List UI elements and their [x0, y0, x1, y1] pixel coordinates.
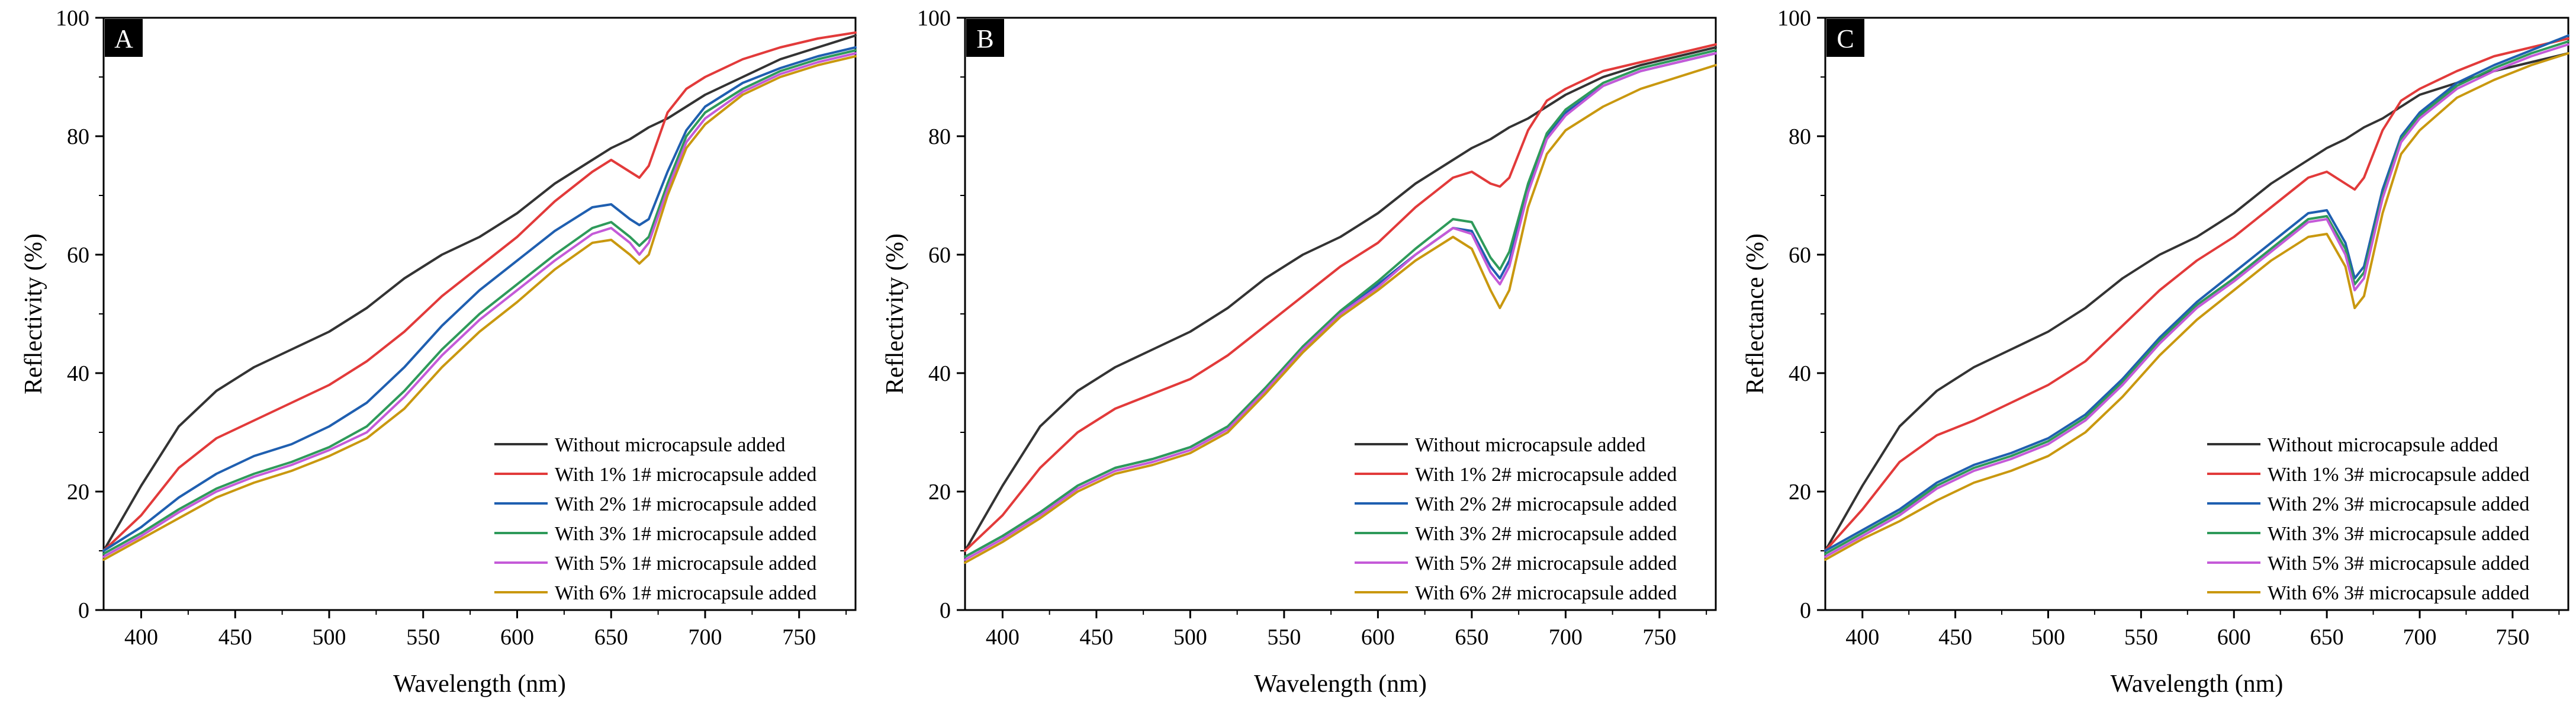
- series-line-1: [1824, 37, 2569, 552]
- x-tick-label: 750: [2495, 625, 2529, 650]
- x-tick-label: 450: [1938, 625, 1972, 650]
- x-tick-label: 450: [218, 625, 252, 650]
- legend-label-3: With 3% 3# microcapsule added: [2268, 523, 2529, 545]
- series-line-4: [1824, 43, 2569, 558]
- series-line-4: [964, 52, 1717, 561]
- x-tick-label: 550: [2124, 625, 2158, 650]
- y-tick-label: 20: [1789, 480, 1811, 505]
- x-tick-label: 700: [1549, 625, 1583, 650]
- y-tick-label: 0: [78, 598, 89, 623]
- legend-label-5: With 6% 2# microcapsule added: [1415, 582, 1677, 604]
- series-line-4: [102, 52, 857, 558]
- x-tick-label: 550: [406, 625, 440, 650]
- panel-tag-label: A: [114, 24, 133, 53]
- y-axis-title: Reflectance (%): [1742, 233, 1769, 394]
- chart-panel-c: 400 450 500 550 600 650 700 750 0 20 40 60 80 100 Wave…: [1742, 6, 2569, 698]
- legend-label-4: With 5% 3# microcapsule added: [2268, 553, 2529, 574]
- chart-panel-b: 400 450 500 550 600 650 700 750 0 20 40 60 80 100 Wave…: [882, 6, 1717, 698]
- x-tick-label: 700: [2403, 625, 2437, 650]
- panel-tag-box: [966, 19, 1004, 57]
- series-line-5: [964, 64, 1717, 564]
- series-line-1: [102, 31, 857, 552]
- x-axis-title: Wavelength (nm): [393, 670, 566, 698]
- panel-tag-label: C: [1837, 24, 1854, 53]
- legend-label-5: With 6% 3# microcapsule added: [2268, 582, 2529, 604]
- y-tick-label: 0: [1800, 598, 1811, 623]
- series-line-3: [1824, 40, 2569, 555]
- y-tick-label: 60: [928, 243, 951, 268]
- x-axis-title: Wavelength (nm): [2111, 670, 2284, 698]
- x-tick-label: 500: [1173, 625, 1207, 650]
- legend-label-4: With 5% 1# microcapsule added: [555, 553, 816, 574]
- y-tick-label: 80: [1789, 124, 1811, 149]
- y-axis-title: Reflectivity (%): [882, 233, 909, 394]
- y-tick-label: 100: [1777, 6, 1811, 31]
- panel-tag-box: [105, 19, 143, 57]
- legend-label-0: Without microcapsule added: [1415, 434, 1646, 456]
- y-tick-label: 20: [67, 480, 89, 505]
- x-tick-label: 750: [1642, 625, 1676, 650]
- x-tick-label: 600: [2217, 625, 2251, 650]
- y-tick-label: 100: [917, 6, 951, 31]
- y-tick-label: 80: [928, 124, 951, 149]
- series-line-2: [102, 46, 857, 552]
- x-tick-label: 400: [1845, 625, 1879, 650]
- x-tick-label: 550: [1267, 625, 1301, 650]
- y-axis-title: Reflectivity (%): [20, 233, 47, 394]
- x-tick-label: 650: [1455, 625, 1488, 650]
- panel-tag-box: [1826, 19, 1864, 57]
- y-tick-label: 100: [56, 6, 89, 31]
- x-tick-label: 600: [1361, 625, 1395, 650]
- series-line-0: [102, 34, 857, 552]
- panel-tag-label: B: [976, 24, 993, 53]
- series-line-1: [964, 43, 1717, 552]
- legend-label-1: With 1% 2# microcapsule added: [1415, 464, 1677, 486]
- series-line-0: [1824, 52, 2569, 552]
- series-line-5: [1824, 52, 2569, 561]
- x-tick-label: 600: [500, 625, 534, 650]
- series-line-3: [102, 49, 857, 555]
- y-tick-label: 0: [940, 598, 951, 623]
- x-tick-label: 650: [2310, 625, 2344, 650]
- x-tick-label: 400: [124, 625, 158, 650]
- x-tick-label: 650: [594, 625, 628, 650]
- x-axis-title: Wavelength (nm): [1254, 670, 1427, 698]
- legend-label-4: With 5% 2# microcapsule added: [1415, 553, 1677, 574]
- y-tick-label: 40: [1789, 361, 1811, 386]
- y-tick-label: 20: [928, 480, 951, 505]
- x-tick-label: 450: [1079, 625, 1113, 650]
- y-tick-label: 40: [928, 361, 951, 386]
- x-tick-label: 500: [2031, 625, 2065, 650]
- x-tick-label: 400: [986, 625, 1020, 650]
- legend-label-5: With 6% 1# microcapsule added: [555, 582, 816, 604]
- x-tick-label: 500: [313, 625, 346, 650]
- legend-label-0: Without microcapsule added: [2268, 434, 2498, 456]
- chart-panel-a: 400 450 500 550 600 650 700 750 0 20 40 60 80 100 Wave…: [20, 6, 857, 698]
- plot-frame: [1824, 17, 2569, 611]
- y-tick-label: 60: [1789, 243, 1811, 268]
- x-tick-label: 700: [689, 625, 722, 650]
- series-line-5: [102, 55, 857, 561]
- legend-label-0: Without microcapsule added: [555, 434, 786, 456]
- legend-label-1: With 1% 1# microcapsule added: [555, 464, 816, 486]
- legend-label-3: With 3% 1# microcapsule added: [555, 523, 816, 545]
- legend-label-1: With 1% 3# microcapsule added: [2268, 464, 2529, 486]
- legend-label-2: With 2% 3# microcapsule added: [2268, 493, 2529, 515]
- y-tick-label: 40: [67, 361, 89, 386]
- legend-label-2: With 2% 1# microcapsule added: [555, 493, 816, 515]
- series-line-3: [964, 49, 1717, 558]
- y-tick-label: 80: [67, 124, 89, 149]
- series-line-2: [1824, 34, 2569, 552]
- y-tick-label: 60: [67, 243, 89, 268]
- series-line-0: [964, 46, 1717, 552]
- legend-label-2: With 2% 2# microcapsule added: [1415, 493, 1677, 515]
- x-tick-label: 750: [782, 625, 816, 650]
- legend-label-3: With 3% 2# microcapsule added: [1415, 523, 1677, 545]
